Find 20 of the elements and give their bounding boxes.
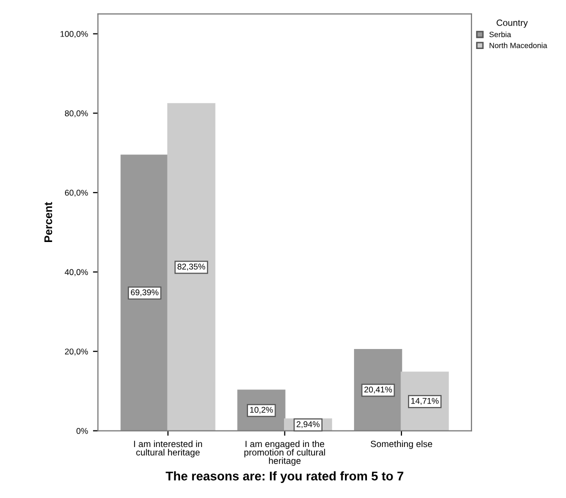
y-tick-label: 20,0% — [64, 348, 88, 356]
y-tick-label: 100,0% — [60, 30, 88, 38]
x-axis-title: The reasons are: If you rated from 5 to 7 — [166, 471, 404, 483]
data-label: 20,41% — [364, 386, 392, 394]
bar — [167, 103, 216, 431]
y-axis-title: Percent — [44, 202, 52, 242]
y-tick-label: 60,0% — [64, 190, 88, 197]
x-tick-label: I am interested in cultural heritage — [134, 440, 202, 458]
data-label: 82,35% — [178, 264, 206, 271]
data-label: 69,39% — [130, 289, 158, 296]
data-label: 14,71% — [411, 398, 439, 405]
legend-title: Country — [496, 20, 528, 28]
y-tick-label: 80,0% — [64, 110, 88, 118]
x-tick-label: Something else — [370, 440, 432, 449]
bar — [120, 154, 169, 431]
x-tick-label: I am engaged in the promotion of cultural heritage — [244, 440, 325, 466]
data-label: 2,94% — [296, 421, 320, 428]
y-tick-label: 0% — [76, 428, 88, 434]
y-tick-label: 40,0% — [64, 269, 88, 276]
data-label: 10,2% — [250, 406, 273, 414]
